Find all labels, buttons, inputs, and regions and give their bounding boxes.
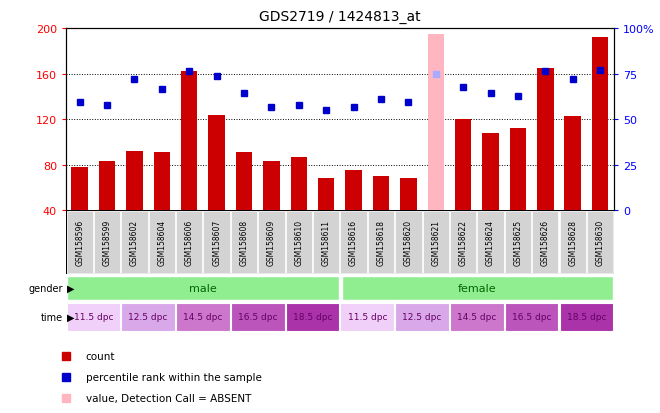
FancyBboxPatch shape [258,212,284,273]
FancyBboxPatch shape [477,212,504,273]
FancyBboxPatch shape [67,212,93,273]
FancyBboxPatch shape [395,212,422,273]
FancyBboxPatch shape [231,212,257,273]
Text: GSM158604: GSM158604 [157,220,166,266]
FancyBboxPatch shape [341,303,394,331]
Text: 12.5 dpc: 12.5 dpc [403,313,442,321]
FancyBboxPatch shape [176,212,203,273]
Text: 14.5 dpc: 14.5 dpc [183,313,222,321]
Text: GSM158608: GSM158608 [240,220,249,266]
FancyBboxPatch shape [176,303,230,331]
Text: GDS2719 / 1424813_at: GDS2719 / 1424813_at [259,10,420,24]
Text: GSM158602: GSM158602 [130,220,139,266]
Bar [99,162,116,211]
FancyBboxPatch shape [560,212,586,273]
Text: GSM158625: GSM158625 [513,220,523,266]
Text: GSM158599: GSM158599 [102,220,112,266]
FancyBboxPatch shape [560,303,613,331]
Bar [537,69,554,211]
Text: 16.5 dpc: 16.5 dpc [238,313,277,321]
Text: GSM158626: GSM158626 [541,220,550,266]
FancyBboxPatch shape [121,303,175,331]
Bar [154,153,170,211]
Bar [345,171,362,211]
FancyBboxPatch shape [286,303,339,331]
Text: 16.5 dpc: 16.5 dpc [512,313,551,321]
Text: GSM158606: GSM158606 [185,220,194,266]
Text: gender: gender [28,283,63,293]
FancyBboxPatch shape [505,212,531,273]
Text: count: count [86,351,115,361]
Text: GSM158630: GSM158630 [595,220,605,266]
Text: male: male [189,283,217,293]
FancyBboxPatch shape [121,212,148,273]
Bar [181,72,197,211]
FancyBboxPatch shape [94,212,120,273]
Text: value, Detection Call = ABSENT: value, Detection Call = ABSENT [86,394,251,404]
Bar [455,120,471,211]
Text: GSM158609: GSM158609 [267,220,276,266]
Text: 12.5 dpc: 12.5 dpc [129,313,168,321]
FancyBboxPatch shape [148,212,175,273]
Bar [71,168,88,211]
Bar [400,179,416,211]
FancyBboxPatch shape [341,276,613,300]
FancyBboxPatch shape [587,212,613,273]
Bar [318,179,335,211]
Text: GSM158624: GSM158624 [486,220,495,266]
Text: 11.5 dpc: 11.5 dpc [348,313,387,321]
Bar [564,116,581,211]
FancyBboxPatch shape [422,212,449,273]
Text: GSM158622: GSM158622 [459,220,468,266]
Bar [290,157,307,211]
Text: GSM158607: GSM158607 [212,220,221,266]
Text: GSM158621: GSM158621 [431,220,440,266]
Text: GSM158610: GSM158610 [294,220,304,266]
FancyBboxPatch shape [341,212,367,273]
Bar [482,133,499,211]
Text: percentile rank within the sample: percentile rank within the sample [86,372,261,382]
FancyBboxPatch shape [313,212,339,273]
FancyBboxPatch shape [203,212,230,273]
Bar [126,152,143,211]
FancyBboxPatch shape [231,303,284,331]
Text: 14.5 dpc: 14.5 dpc [457,313,496,321]
Text: 18.5 dpc: 18.5 dpc [567,313,606,321]
FancyBboxPatch shape [395,303,449,331]
Bar [510,129,526,211]
Text: GSM158620: GSM158620 [404,220,413,266]
Bar [428,35,444,211]
FancyBboxPatch shape [368,212,394,273]
Text: GSM158611: GSM158611 [321,220,331,266]
FancyBboxPatch shape [505,303,558,331]
Text: GSM158628: GSM158628 [568,220,578,266]
FancyBboxPatch shape [67,303,120,331]
Bar [209,115,225,211]
FancyBboxPatch shape [286,212,312,273]
Text: ▶: ▶ [67,283,75,293]
Text: ▶: ▶ [67,312,75,322]
Bar [592,38,609,211]
Text: female: female [457,283,496,293]
FancyBboxPatch shape [450,303,504,331]
FancyBboxPatch shape [450,212,477,273]
Text: GSM158618: GSM158618 [376,220,385,266]
Text: GSM158596: GSM158596 [75,220,84,266]
FancyBboxPatch shape [532,212,558,273]
Bar [263,162,280,211]
Bar [236,153,252,211]
Text: GSM158616: GSM158616 [349,220,358,266]
Text: 11.5 dpc: 11.5 dpc [74,313,113,321]
FancyBboxPatch shape [67,276,339,300]
Text: time: time [40,312,63,322]
Text: 18.5 dpc: 18.5 dpc [293,313,332,321]
Bar [373,177,389,211]
